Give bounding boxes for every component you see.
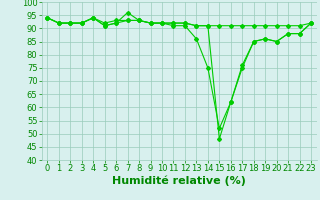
X-axis label: Humidité relative (%): Humidité relative (%)	[112, 176, 246, 186]
